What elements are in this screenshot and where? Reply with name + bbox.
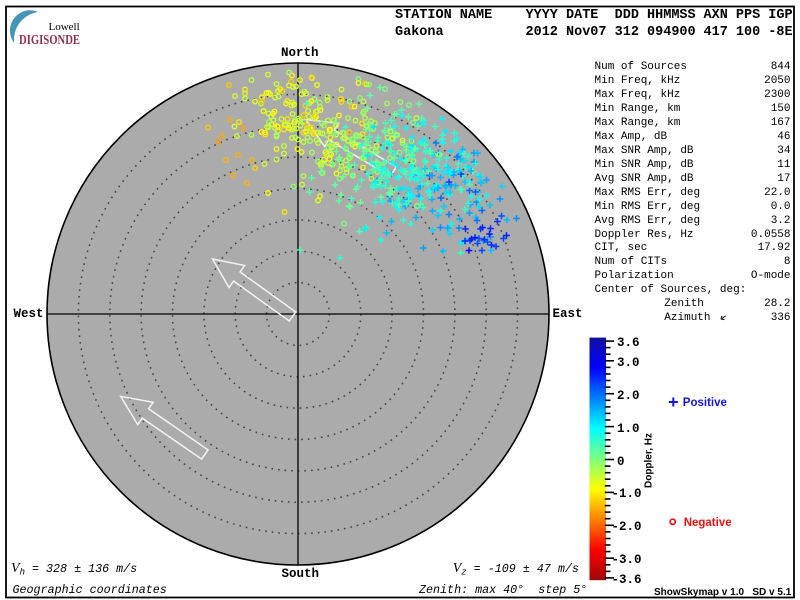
svg-text:Doppler, Hz: Doppler, Hz (644, 433, 655, 488)
